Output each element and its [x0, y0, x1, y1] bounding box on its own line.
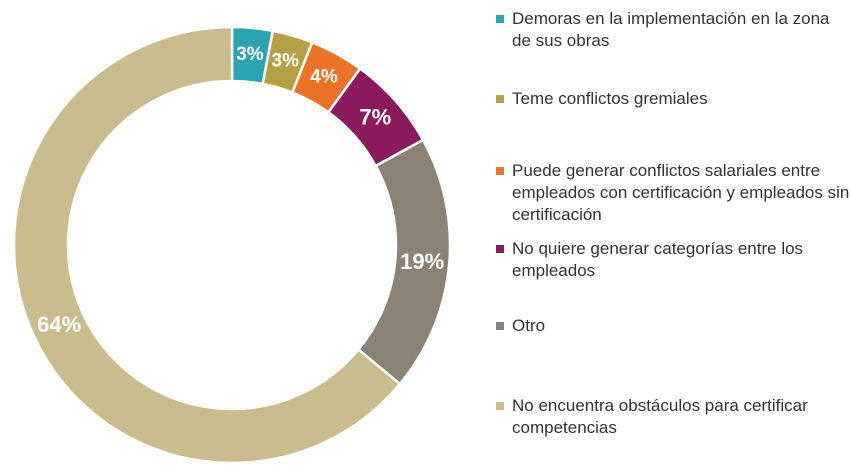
data-label: 3% [272, 51, 300, 72]
legend-label: Puede generar conflictos salariales entr… [512, 161, 850, 224]
data-label: 3% [236, 44, 264, 65]
legend-swatch [496, 245, 504, 253]
legend-swatch [496, 15, 504, 23]
legend-swatch [496, 402, 504, 410]
legend-item: Teme conflictos gremiales [496, 88, 850, 110]
legend-swatch [496, 167, 504, 175]
legend-swatch [496, 322, 504, 330]
data-label: 19% [400, 249, 444, 274]
data-label: 7% [359, 105, 391, 130]
donut-segment [12, 25, 402, 465]
legend-item: Demoras en la implementación en la zona … [496, 8, 850, 52]
legend-item: No quiere generar categorías entre los e… [496, 238, 850, 282]
legend-label: Teme conflictos gremiales [512, 89, 708, 108]
legend-item: Puede generar conflictos salariales entr… [496, 160, 850, 226]
legend-label: No quiere generar categorías entre los e… [512, 239, 804, 280]
legend-item: Otro [496, 315, 850, 337]
legend-label: Demoras en la implementación en la zona … [512, 9, 830, 50]
data-label: 64% [37, 312, 81, 337]
data-label: 4% [310, 67, 338, 88]
legend-label: Otro [512, 316, 546, 335]
legend-label: No encuentra obstáculos para certificar … [512, 396, 808, 437]
legend-swatch [496, 95, 504, 103]
legend-item: No encuentra obstáculos para certificar … [496, 395, 850, 439]
